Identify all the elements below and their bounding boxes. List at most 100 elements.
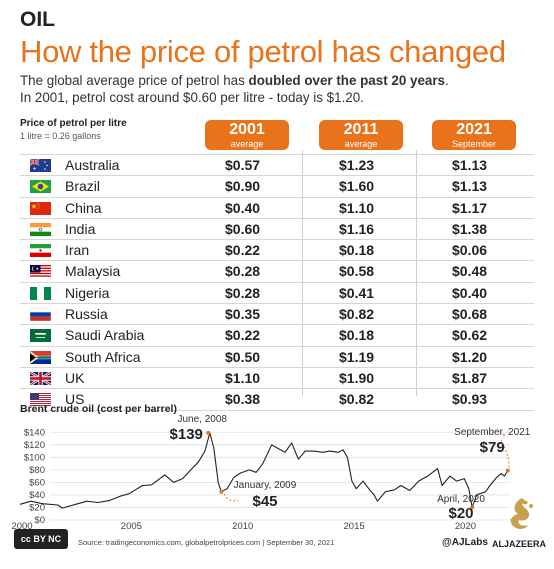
price-2011: $0.58 — [339, 263, 375, 280]
table-row: Australia $0.57 $1.23 $1.13 — [20, 154, 534, 177]
x-tick-label: 2015 — [344, 521, 365, 532]
subtitle-line2: In 2001, petrol cost around $0.60 per li… — [20, 90, 364, 105]
annotation-marker — [219, 489, 224, 494]
country-name: Brazil — [65, 178, 101, 195]
price-2011: $1.10 — [339, 199, 375, 216]
price-2001: $0.28 — [225, 263, 261, 280]
annotation-value: $45 — [252, 493, 277, 510]
y-tick-label: $80 — [29, 465, 45, 476]
x-tick-label: 2000 — [11, 521, 32, 532]
column-year: 2001 — [229, 121, 265, 138]
aljazeera-logo-icon — [510, 498, 533, 529]
subtitle: The global average price of petrol has d… — [20, 72, 545, 106]
kicker: OIL — [20, 8, 55, 31]
table-row: Russia $0.35 $0.82 $0.68 — [20, 304, 534, 326]
country-name: South Africa — [65, 348, 141, 365]
china-flag-icon — [30, 201, 51, 215]
column-divider — [302, 150, 303, 396]
country-name: China — [65, 199, 102, 216]
y-tick-label: $140 — [24, 427, 45, 438]
annotation-value: $79 — [480, 439, 505, 456]
subtitle-part2: . — [445, 73, 449, 88]
price-table: Australia $0.57 $1.23 $1.13 Brazil $0.90 $1.60… — [20, 154, 534, 411]
price-2011: $0.82 — [339, 391, 375, 408]
column-sub: average — [344, 139, 378, 149]
price-2021: $1.17 — [452, 199, 488, 216]
annotation-date: January, 2009 — [234, 480, 297, 491]
price-2001: $0.60 — [225, 220, 261, 237]
malaysia-flag-icon — [30, 265, 51, 279]
uk-flag-icon — [30, 371, 51, 385]
country-name: Saudi Arabia — [65, 327, 145, 344]
price-2011: $0.18 — [339, 327, 375, 344]
country-name: Iran — [65, 242, 90, 259]
price-2011: $1.16 — [339, 220, 375, 237]
x-tick-label: 2010 — [232, 521, 253, 532]
price-2011: $1.19 — [339, 348, 375, 365]
subtitle-bold: doubled over the past 20 years — [248, 73, 445, 88]
column-divider — [416, 150, 417, 396]
x-tick-label: 2005 — [121, 521, 142, 532]
country-name: Australia — [65, 157, 120, 173]
table-row: US $0.38 $0.82 $0.93 — [20, 389, 534, 411]
table-note-sub: 1 litre = 0.26 gallons — [20, 131, 101, 141]
price-2021: $0.93 — [452, 391, 488, 408]
table-row: Iran $0.22 $0.18 $0.06 — [20, 240, 534, 262]
table-row: Malaysia $0.28 $0.58 $0.48 — [20, 261, 534, 283]
country-name: Malaysia — [65, 263, 121, 280]
annotation-date: April, 2020 — [437, 494, 485, 505]
aljazeera-wordmark: ALJAZEERA — [492, 539, 547, 549]
price-2011: $0.41 — [339, 284, 375, 301]
price-2021: $0.40 — [452, 284, 488, 301]
nigeria-flag-icon — [30, 286, 51, 300]
table-row: Saudi Arabia $0.22 $0.18 $0.62 — [20, 325, 534, 347]
price-2011: $0.18 — [339, 242, 375, 259]
price-2001: $0.50 — [225, 348, 261, 365]
price-2001: $1.10 — [225, 369, 261, 386]
column-year: 2021 — [456, 121, 492, 138]
price-2001: $0.57 — [225, 157, 261, 173]
price-2011: $1.90 — [339, 369, 375, 386]
price-2001: $0.38 — [225, 391, 261, 408]
price-2021: $1.20 — [452, 348, 488, 365]
country-name: US — [65, 391, 85, 408]
price-2021: $0.06 — [452, 242, 488, 259]
table-row: Brazil $0.90 $1.60 $1.13 — [20, 176, 534, 198]
column-header-2011: 2011 average — [319, 120, 403, 150]
price-2011: $1.23 — [339, 157, 375, 173]
price-2011: $1.60 — [339, 178, 375, 195]
price-2021: $1.13 — [452, 178, 488, 195]
price-2001: $0.40 — [225, 199, 261, 216]
column-header-2001: 2001 average — [205, 120, 289, 150]
price-2021: $1.38 — [452, 220, 488, 237]
annotation-marker — [206, 430, 211, 435]
annotation-connector — [500, 439, 510, 468]
us-flag-icon — [30, 393, 51, 407]
annotation-value: $20 — [448, 505, 473, 522]
column-sub: average — [230, 139, 264, 149]
country-name: UK — [65, 369, 85, 386]
table-row: China $0.40 $1.10 $1.17 — [20, 198, 534, 219]
column-header-2021: 2021 September — [432, 120, 516, 150]
price-2011: $0.82 — [339, 306, 375, 323]
table-row: South Africa $0.50 $1.19 $1.20 — [20, 347, 534, 368]
price-2021: $0.68 — [452, 306, 488, 323]
south-africa-flag-icon — [30, 350, 51, 364]
price-2001: $0.90 — [225, 178, 261, 195]
column-year: 2011 — [343, 121, 379, 138]
price-2001: $0.28 — [225, 284, 261, 301]
table-note-title: Price of petrol per litre — [20, 118, 127, 129]
price-2021: $1.87 — [452, 369, 488, 386]
annotation-marker — [470, 505, 475, 510]
y-tick-label: $100 — [24, 452, 45, 463]
price-2001: $0.22 — [225, 327, 261, 344]
country-name: Nigeria — [65, 284, 110, 301]
table-note: Price of petrol per litre 1 litre = 0.26… — [20, 118, 127, 141]
table-row: Nigeria $0.28 $0.41 $0.40 — [20, 283, 534, 305]
russia-flag-icon — [30, 308, 51, 322]
page-title: How the price of petrol has changed — [20, 34, 506, 69]
y-tick-label: $40 — [29, 490, 45, 501]
table-row: UK $1.10 $1.90 $1.87 — [20, 368, 534, 390]
price-2001: $0.35 — [225, 306, 261, 323]
